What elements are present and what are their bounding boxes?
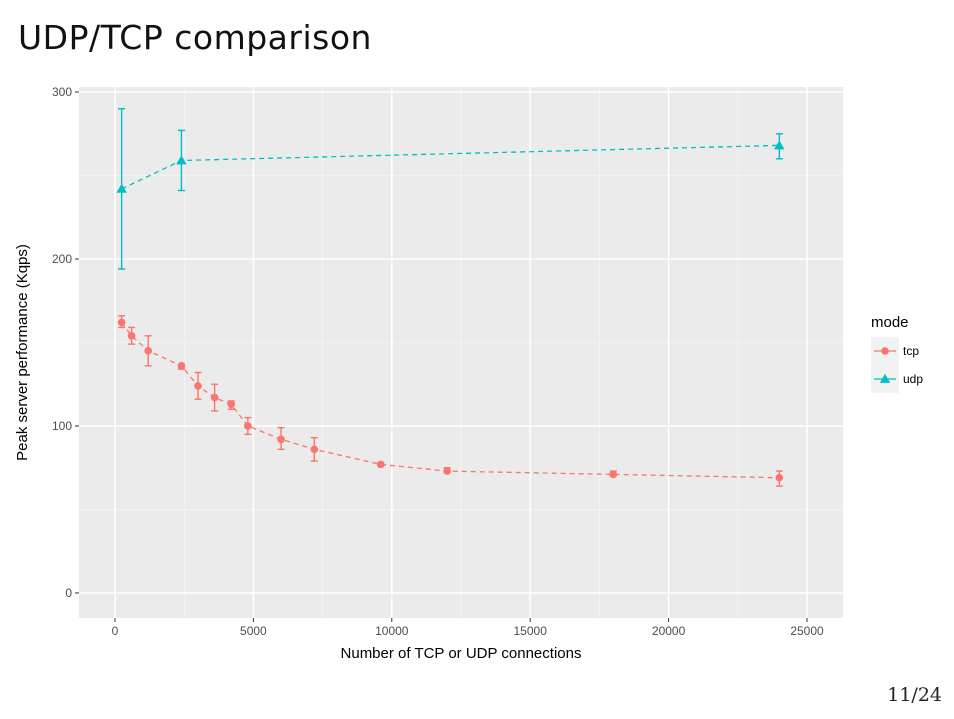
data-point-tcp	[127, 332, 136, 340]
data-point-tcp	[227, 400, 236, 409]
series-udp	[116, 108, 785, 270]
x-tick-label: 5000	[240, 624, 267, 638]
data-point-tcp	[277, 435, 285, 444]
y-axis: 0 100 200 300	[52, 85, 79, 600]
legend-item-tcp: tcp	[871, 337, 919, 365]
data-point-tcp	[210, 393, 219, 402]
x-tick-label: 15000	[514, 624, 548, 638]
legend-label-tcp: tcp	[903, 344, 919, 358]
data-point-tcp	[244, 422, 252, 430]
series-layer	[116, 108, 785, 487]
y-axis-title: Peak server performance (Kqps)	[14, 244, 31, 461]
grid-major	[79, 87, 843, 618]
data-point-tcp	[194, 382, 202, 390]
data-point-udp	[116, 183, 127, 193]
data-point-tcp	[775, 473, 784, 482]
legend-label-udp: udp	[903, 372, 923, 386]
y-tick-label: 100	[52, 419, 72, 433]
data-point-udp	[774, 140, 785, 150]
x-tick-label: 20000	[652, 624, 686, 638]
x-axis: 0 5000 10000 15000 20000 25000	[112, 618, 824, 638]
data-point-tcp	[443, 467, 451, 475]
grid-minor	[79, 87, 843, 618]
legend: mode tcp udp	[871, 314, 923, 393]
series-tcp	[117, 315, 784, 487]
x-tick-label: 25000	[790, 624, 824, 638]
data-point-tcp	[376, 460, 385, 469]
page-number: 11/24	[887, 684, 942, 706]
y-tick-label: 300	[52, 85, 72, 99]
legend-key-marker	[881, 347, 889, 355]
x-axis-title: Number of TCP or UDP connections	[341, 645, 582, 662]
legend-key-marker	[879, 373, 891, 383]
data-point-tcp	[144, 347, 153, 355]
legend-title: mode	[871, 314, 909, 331]
data-point-tcp	[609, 470, 618, 479]
data-point-tcp	[117, 318, 126, 327]
data-point-tcp	[310, 445, 319, 454]
data-point-udp	[176, 155, 187, 165]
y-tick-label: 200	[52, 252, 72, 266]
x-tick-label: 0	[112, 624, 119, 638]
series-line-tcp	[121, 322, 780, 479]
slide-title: UDP/TCP comparison	[18, 18, 372, 57]
data-point-tcp	[177, 362, 186, 370]
legend-item-udp: udp	[871, 365, 923, 393]
y-tick-label: 0	[65, 586, 72, 600]
x-tick-label: 10000	[375, 624, 409, 638]
